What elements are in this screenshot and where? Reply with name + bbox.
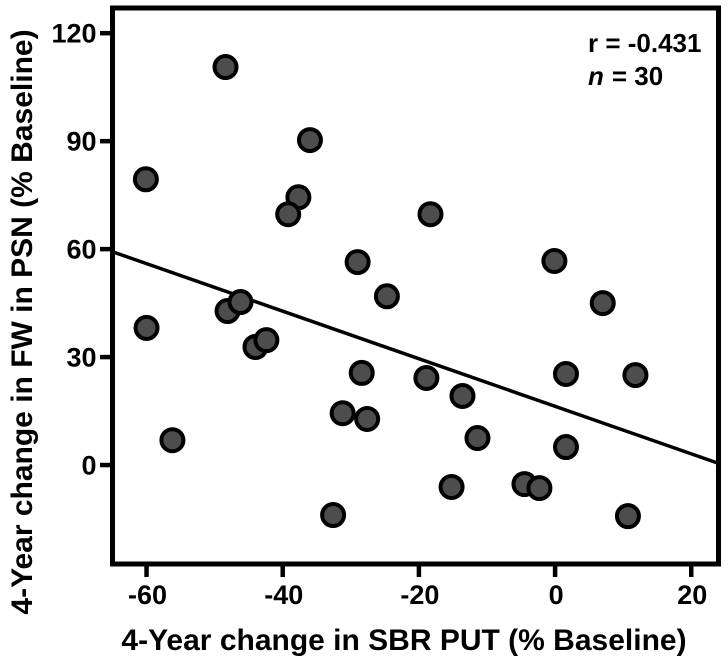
x-tick-label: -20 — [400, 580, 439, 610]
data-point — [348, 359, 375, 386]
correlation-annotation: r = -0.431 — [588, 28, 701, 58]
plot-frame — [110, 5, 721, 567]
data-point — [589, 290, 616, 317]
data-point — [373, 283, 400, 310]
data-point — [227, 289, 254, 316]
n-symbol: n — [588, 61, 604, 91]
data-point — [417, 201, 444, 228]
y-tick-label: 60 — [66, 235, 96, 265]
x-tick-label: -40 — [264, 580, 303, 610]
y-tick-label: 30 — [66, 343, 96, 373]
data-point — [354, 405, 381, 432]
x-tick-label: 20 — [677, 580, 707, 610]
data-point — [320, 502, 347, 529]
data-point — [552, 360, 579, 387]
data-point — [132, 166, 159, 193]
plot-layer: -60 -40 -20 0 20 0 30 60 90 120 — [51, 5, 721, 610]
data-point — [438, 473, 465, 500]
trend-line — [112, 250, 718, 465]
data-point — [253, 327, 280, 354]
data-point — [329, 400, 356, 427]
x-tick-label: 0 — [549, 580, 564, 610]
data-point — [526, 475, 553, 502]
y-tick-label: 90 — [66, 127, 96, 157]
data-point — [159, 427, 186, 454]
data-point — [344, 249, 371, 276]
y-tick-label: 120 — [51, 19, 96, 49]
data-point — [622, 362, 649, 389]
y-tick-label: 0 — [81, 451, 96, 481]
x-axis-title: 4-Year change in SBR PUT (% Baseline) — [121, 624, 686, 657]
data-point — [275, 201, 302, 228]
data-point — [541, 247, 568, 274]
data-point — [212, 54, 239, 81]
data-point — [413, 364, 440, 391]
data-point — [464, 425, 491, 452]
y-axis-title: 4-Year change in FW in PSN (% Baseline) — [6, 29, 39, 614]
n-value: = 30 — [612, 61, 663, 91]
data-point — [552, 434, 579, 461]
data-point — [614, 503, 641, 530]
data-point — [449, 382, 476, 409]
sample-size-annotation: n = 30 — [588, 61, 663, 91]
data-point — [133, 314, 160, 341]
x-tick-label: -60 — [128, 580, 167, 610]
data-point — [296, 127, 323, 154]
